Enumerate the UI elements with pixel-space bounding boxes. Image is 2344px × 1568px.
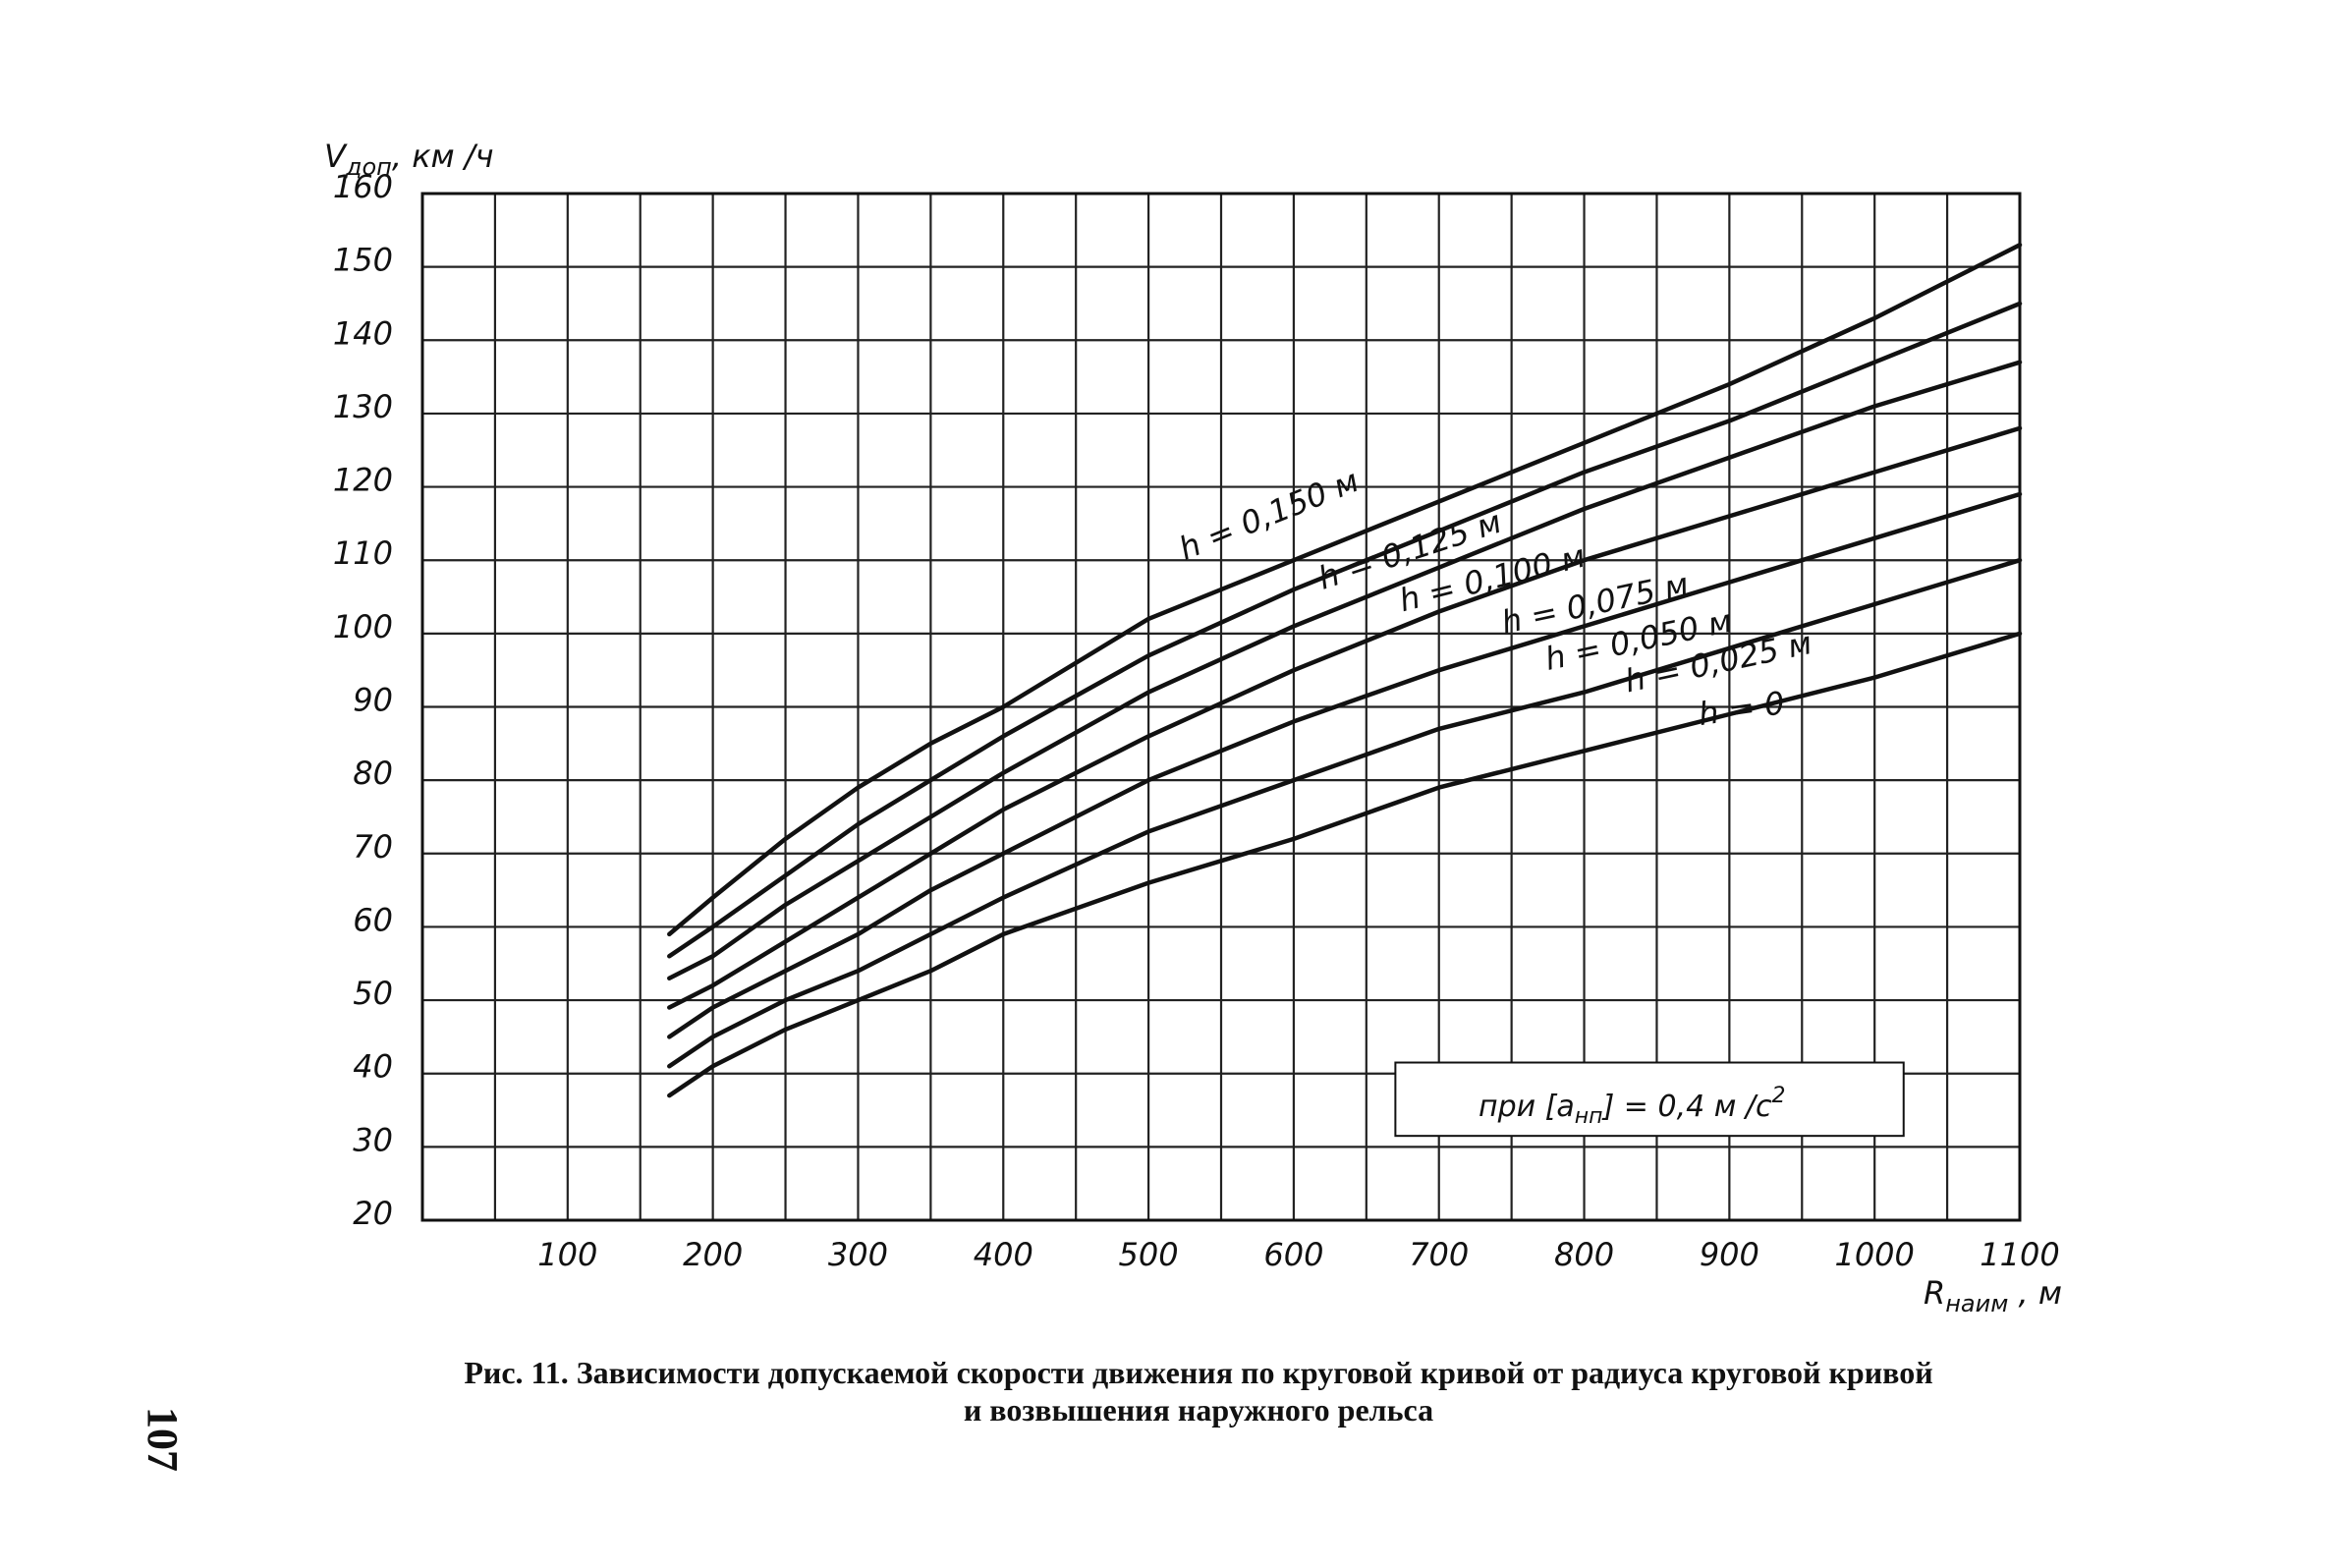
y-tick-label: 160 xyxy=(333,168,393,205)
y-tick-label: 90 xyxy=(353,682,393,719)
caption-line-2: и возвышения наружного рельса xyxy=(963,1392,1434,1428)
x-tick-label: 200 xyxy=(683,1236,743,1273)
y-tick-label: 70 xyxy=(353,828,393,866)
x-tick-label: 800 xyxy=(1554,1236,1614,1273)
y-tick-label: 20 xyxy=(353,1195,393,1232)
caption-line-1: Рис. 11. Зависимости допускаемой скорост… xyxy=(464,1355,1933,1390)
y-axis-title-main: V xyxy=(324,138,348,175)
page-number: 107 xyxy=(139,1407,187,1472)
condition-note-suffix: ] = 0,4 м /с xyxy=(1601,1090,1772,1124)
y-axis-title-unit: , км /ч xyxy=(392,138,494,175)
condition-note-prefix: при [a xyxy=(1479,1090,1575,1124)
x-tick-label: 1000 xyxy=(1834,1236,1914,1273)
curve-label-6: h = 0 xyxy=(1697,684,1787,733)
x-tick-label: 1100 xyxy=(1980,1236,2059,1273)
x-axis-title-unit: , м xyxy=(2008,1274,2062,1312)
series-line-2 xyxy=(667,360,2023,980)
x-axis-title-main: R xyxy=(1924,1274,1945,1312)
y-tick-label: 140 xyxy=(333,314,393,352)
y-tick-label: 130 xyxy=(333,388,393,425)
y-tick-label: 80 xyxy=(353,755,393,792)
series-line-4 xyxy=(667,491,2023,1039)
series-line-3 xyxy=(667,425,2023,1010)
x-tick-labels: 100 200 300 400 500 600 700 800 900 1000 1100 xyxy=(537,1236,2059,1273)
x-tick-label: 300 xyxy=(828,1236,888,1273)
series-line-0 xyxy=(667,243,2023,937)
x-tick-label: 600 xyxy=(1263,1236,1323,1273)
curve-labels: h = 0,150 мh = 0,125 мh = 0,100 мh = 0,0… xyxy=(1174,462,1815,733)
y-axis-title: Vдоп, км /ч xyxy=(324,138,494,181)
condition-note-sub: нп xyxy=(1575,1104,1603,1129)
plot-frame xyxy=(420,192,2022,1222)
y-axis-title-sub: доп xyxy=(345,153,392,181)
y-tick-label: 100 xyxy=(333,608,393,645)
x-tick-label: 900 xyxy=(1700,1236,1759,1273)
figure-caption: Рис. 11. Зависимости допускаемой скорост… xyxy=(324,1354,2073,1428)
condition-note-sup: 2 xyxy=(1772,1084,1786,1108)
condition-note: при [aнп] = 0,4 м /с2 xyxy=(1479,1084,1786,1129)
y-tick-label: 150 xyxy=(333,242,393,279)
y-tick-label: 110 xyxy=(333,534,393,572)
x-tick-label: 400 xyxy=(974,1236,1033,1273)
y-tick-label: 120 xyxy=(333,462,393,499)
series-lines xyxy=(667,243,2023,1098)
note-box-background xyxy=(1394,1061,1905,1138)
x-tick-label: 700 xyxy=(1409,1236,1469,1273)
y-tick-labels: 160 150 140 130 120 110 100 90 80 70 60 50 40 30 20 xyxy=(333,168,393,1232)
x-tick-label: 500 xyxy=(1119,1236,1179,1273)
series-line-1 xyxy=(667,301,2023,959)
series-line-5 xyxy=(667,557,2023,1069)
y-tick-label: 30 xyxy=(353,1121,393,1158)
y-tick-label: 60 xyxy=(353,901,393,938)
series-line-6 xyxy=(667,631,2023,1098)
note-box xyxy=(1394,1061,1905,1138)
x-axis-title: Rнаим , м xyxy=(1924,1274,2062,1317)
y-tick-label: 40 xyxy=(353,1048,393,1086)
y-tick-label: 50 xyxy=(353,975,393,1012)
plot-border xyxy=(420,192,2022,1222)
curve-label-0: h = 0,150 м xyxy=(1174,462,1365,568)
x-tick-label: 100 xyxy=(537,1236,597,1273)
x-axis-title-sub: наим xyxy=(1945,1290,2008,1317)
